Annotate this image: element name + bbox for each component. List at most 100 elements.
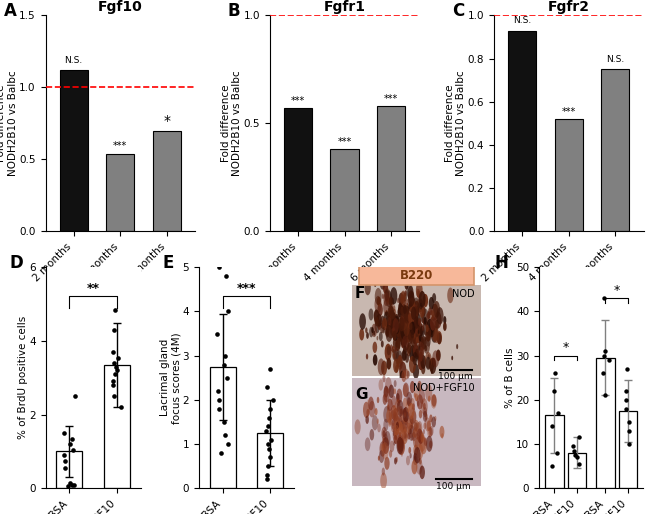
Text: *: * — [163, 115, 170, 128]
Ellipse shape — [412, 344, 419, 362]
Ellipse shape — [384, 311, 390, 327]
Point — [621, 396, 631, 404]
Ellipse shape — [379, 320, 381, 325]
Ellipse shape — [408, 286, 414, 301]
Ellipse shape — [365, 437, 370, 451]
Ellipse shape — [398, 333, 402, 342]
Ellipse shape — [411, 320, 415, 328]
Ellipse shape — [411, 306, 417, 320]
Ellipse shape — [400, 332, 404, 343]
Ellipse shape — [387, 305, 394, 321]
Ellipse shape — [388, 417, 392, 427]
Ellipse shape — [415, 326, 423, 343]
Ellipse shape — [393, 327, 396, 333]
Ellipse shape — [424, 317, 426, 324]
Ellipse shape — [418, 354, 421, 362]
Ellipse shape — [393, 405, 396, 415]
Ellipse shape — [428, 321, 435, 337]
Ellipse shape — [410, 453, 411, 458]
Ellipse shape — [400, 423, 402, 429]
Ellipse shape — [374, 320, 380, 333]
Ellipse shape — [428, 307, 432, 316]
Ellipse shape — [400, 291, 406, 303]
Point — [220, 431, 231, 439]
Ellipse shape — [416, 351, 419, 357]
Ellipse shape — [404, 314, 408, 323]
Ellipse shape — [417, 421, 422, 434]
Ellipse shape — [374, 310, 380, 324]
Ellipse shape — [404, 431, 407, 439]
Ellipse shape — [385, 261, 391, 273]
Ellipse shape — [432, 303, 438, 320]
Ellipse shape — [408, 318, 411, 326]
Ellipse shape — [425, 313, 432, 329]
Ellipse shape — [415, 422, 421, 436]
Point — [263, 423, 273, 431]
Ellipse shape — [413, 445, 418, 456]
Ellipse shape — [401, 306, 403, 311]
Point — [568, 442, 578, 450]
Ellipse shape — [410, 422, 413, 429]
Ellipse shape — [413, 325, 420, 342]
Ellipse shape — [387, 346, 391, 355]
Ellipse shape — [414, 274, 419, 284]
Ellipse shape — [409, 356, 416, 373]
Ellipse shape — [406, 371, 410, 378]
Point — [547, 462, 557, 470]
Ellipse shape — [380, 322, 384, 333]
Ellipse shape — [435, 311, 441, 328]
Ellipse shape — [393, 420, 400, 435]
Ellipse shape — [396, 407, 400, 417]
Text: ***: *** — [337, 137, 352, 147]
Ellipse shape — [408, 313, 410, 318]
Y-axis label: Fold difference
NODH2B10 vs Balbc: Fold difference NODH2B10 vs Balbc — [445, 70, 467, 176]
Title: Fgfr1: Fgfr1 — [324, 0, 365, 14]
Point — [550, 369, 560, 377]
Ellipse shape — [384, 387, 390, 402]
Point — [603, 356, 614, 364]
Ellipse shape — [389, 319, 391, 325]
Ellipse shape — [404, 270, 409, 284]
Ellipse shape — [432, 351, 439, 368]
Ellipse shape — [396, 398, 400, 406]
Ellipse shape — [436, 350, 441, 361]
Ellipse shape — [414, 338, 417, 347]
Ellipse shape — [417, 394, 423, 410]
Point — [572, 453, 582, 462]
Ellipse shape — [382, 375, 385, 382]
Ellipse shape — [426, 327, 430, 335]
Ellipse shape — [410, 408, 416, 425]
Point — [574, 460, 584, 468]
Ellipse shape — [389, 306, 393, 316]
Ellipse shape — [424, 417, 430, 431]
Point — [216, 449, 226, 457]
Bar — [352, 285, 480, 376]
Ellipse shape — [431, 394, 437, 409]
Ellipse shape — [378, 455, 380, 461]
Ellipse shape — [399, 335, 401, 339]
Ellipse shape — [392, 323, 399, 341]
Ellipse shape — [405, 433, 407, 438]
Ellipse shape — [417, 342, 424, 359]
Ellipse shape — [391, 395, 396, 408]
Ellipse shape — [398, 332, 401, 341]
Ellipse shape — [419, 337, 424, 352]
Ellipse shape — [421, 313, 425, 323]
Ellipse shape — [403, 408, 406, 415]
Point — [109, 359, 120, 367]
Ellipse shape — [406, 418, 408, 425]
Point — [111, 363, 122, 371]
Ellipse shape — [398, 303, 402, 313]
Ellipse shape — [430, 426, 434, 436]
Ellipse shape — [398, 438, 405, 455]
Ellipse shape — [429, 440, 432, 448]
Ellipse shape — [418, 345, 421, 351]
Point — [265, 405, 275, 413]
Ellipse shape — [385, 325, 393, 342]
Point — [265, 365, 276, 373]
Ellipse shape — [437, 307, 443, 324]
Ellipse shape — [447, 287, 454, 303]
Point — [569, 447, 580, 455]
Ellipse shape — [396, 323, 403, 340]
Ellipse shape — [433, 328, 439, 343]
